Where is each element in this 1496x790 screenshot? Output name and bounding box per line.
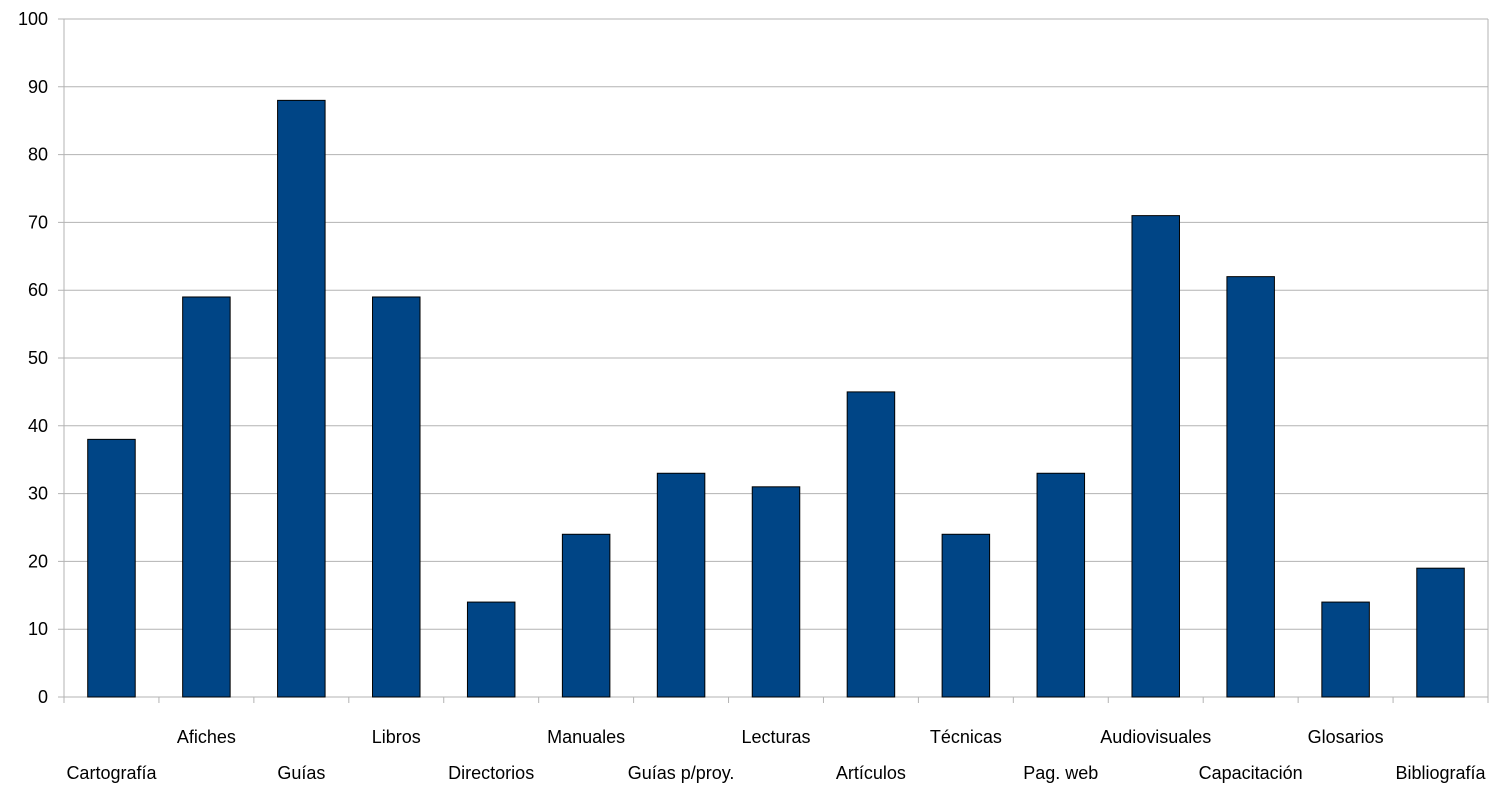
x-tick-label: Artículos [836,763,906,783]
bar-lecturas [751,486,801,698]
x-tick-label: Manuales [547,727,625,747]
x-tick-label: Capacitación [1199,763,1303,783]
bar-directorios [466,601,516,698]
bar-glosarios [1321,601,1370,698]
bar-libros [372,296,421,698]
x-tick-label: Pag. web [1023,763,1098,783]
bar-pag-web [1036,472,1086,698]
y-tick-label: 40 [28,416,48,436]
y-tick-label: 70 [28,212,48,232]
bars [87,99,1465,698]
bar-art-culos [846,391,896,698]
y-tick-label: 10 [28,619,48,639]
bar-bibliograf-a [1416,567,1465,698]
x-tick-label: Glosarios [1308,727,1384,747]
x-tick-label: Guías [277,763,325,783]
x-tick-label: Guías p/proy. [628,763,735,783]
bar-cartograf-a [87,438,136,698]
x-tick-label: Afiches [177,727,236,747]
y-tick-label: 80 [28,145,48,165]
bar-gu-as-p-proy- [656,472,706,698]
y-tick-label: 50 [28,348,48,368]
bar-manuales [561,533,611,698]
bar-capacitaci-n [1226,276,1275,698]
x-tick-labels: Cartografía Afiches Guías Libros Directorios… [66,727,1486,783]
y-tick-labels: 0 10 20 30 40 50 60 70 80 90 100 [18,9,48,707]
y-tick-label: 0 [38,687,48,707]
x-tick-label: Bibliografía [1396,763,1487,783]
bar-gu-as [277,99,326,698]
x-tick-label: Audiovisuales [1100,727,1211,747]
y-tick-label: 60 [28,280,48,300]
x-tick-label: Lecturas [741,727,810,747]
x-tick-label: Directorios [448,763,534,783]
x-tick-label: Técnicas [930,727,1002,747]
y-tick-label: 100 [18,9,48,29]
x-tick-label: Cartografía [66,763,157,783]
y-tick-label: 20 [28,551,48,571]
bar-t-cnicas [941,533,991,698]
y-tick-label: 90 [28,77,48,97]
y-tick-label: 30 [28,484,48,504]
bar-afiches [182,296,231,698]
x-tick-label: Libros [372,727,421,747]
bar-audiovisuales [1131,215,1180,698]
